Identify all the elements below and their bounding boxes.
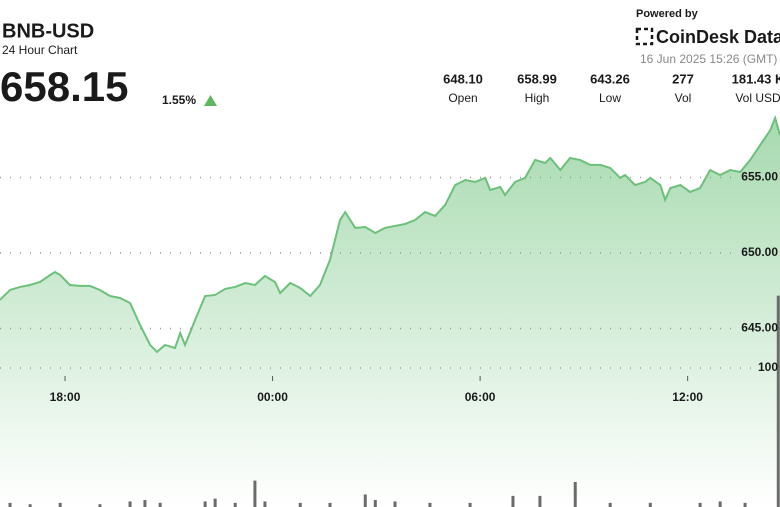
plot-area (0, 114, 780, 507)
volume-bar (233, 502, 237, 507)
stat-value: 643.26 (590, 71, 630, 86)
volume-bar (98, 504, 102, 507)
volume-bar (718, 501, 722, 507)
stat-label: Vol (675, 91, 692, 105)
y-tick-label: 645.00 (741, 321, 778, 335)
volume-bar (253, 480, 257, 507)
volume-bar (511, 495, 515, 507)
x-tick-label: 00:00 (257, 390, 288, 404)
volume-bar (393, 501, 397, 507)
y-tick-label: 655.00 (741, 170, 778, 184)
price: 658.15 (0, 63, 128, 110)
volume-bar (328, 502, 332, 507)
volume-bar (213, 498, 217, 507)
volume-bar (573, 481, 577, 507)
x-tick-label: 12:00 (672, 390, 703, 404)
volume-bar (363, 494, 367, 507)
stat-label: Vol USD (735, 91, 780, 105)
volume-bar (373, 500, 377, 507)
y2-tick-label: 100 (758, 360, 778, 374)
stat-value: 277 (672, 71, 694, 86)
volume-bar (158, 502, 162, 507)
stat-label: Open (448, 91, 477, 105)
volume-bar (698, 502, 702, 507)
volume-bar (28, 504, 32, 507)
volume-bar (428, 502, 432, 507)
volume-bar (776, 295, 780, 507)
volume-bar (143, 500, 147, 507)
brand: CoinDesk Data (656, 27, 780, 47)
volume-bar (128, 501, 132, 507)
title: BNB-USD (2, 20, 94, 42)
price-area (0, 117, 780, 507)
change: 1.55% (162, 93, 196, 107)
volume-bar (263, 501, 267, 507)
up-arrow (204, 95, 217, 106)
stat-value: 658.99 (517, 71, 557, 86)
stat-value: 648.10 (443, 71, 483, 86)
y-tick-label: 650.00 (741, 245, 778, 259)
x-tick-label: 06:00 (465, 390, 496, 404)
volume-bar (648, 502, 652, 507)
volume-bar (203, 501, 207, 507)
volume-bar (58, 502, 62, 507)
x-tick-label: 18:00 (50, 390, 81, 404)
stat-value: 181.43 K (732, 71, 780, 86)
timestamp: 16 Jun 2025 15:26 (GMT) (640, 52, 777, 66)
brand-icon (635, 27, 654, 46)
stat-label: Low (599, 91, 621, 105)
subtitle: 24 Hour Chart (2, 43, 78, 57)
powered-by: Powered by (636, 8, 699, 20)
volume-bar (468, 502, 472, 507)
volume-bar (608, 502, 612, 507)
volume-bar (8, 502, 12, 507)
volume-bar (538, 495, 542, 507)
price-line (0, 114, 780, 354)
stat-label: High (525, 91, 550, 105)
volume-bar (743, 502, 747, 507)
volume-bar (298, 502, 302, 507)
